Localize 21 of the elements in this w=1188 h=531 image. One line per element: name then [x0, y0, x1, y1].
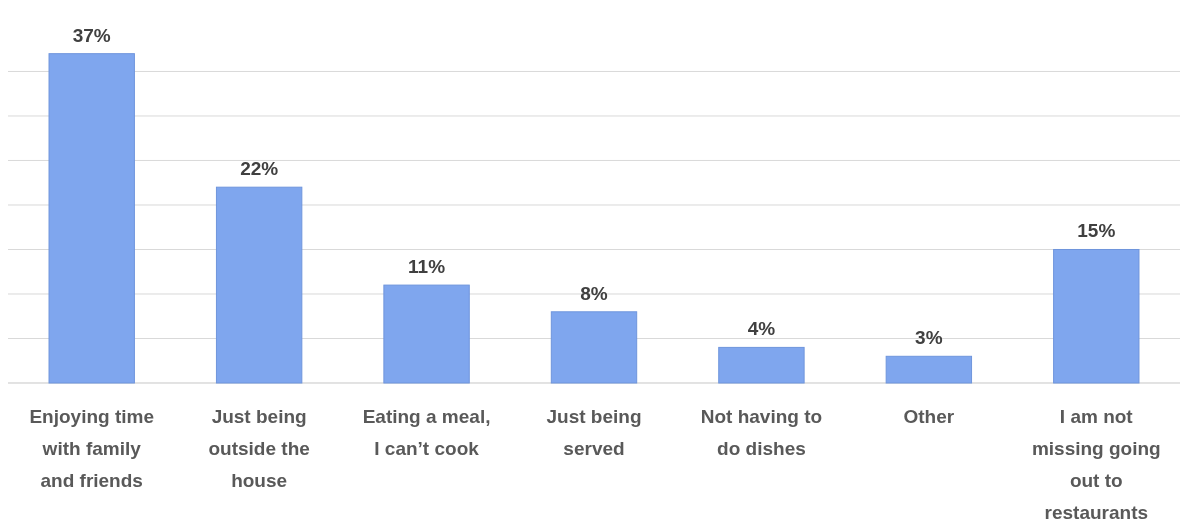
bar — [718, 346, 805, 384]
x-tick-label: Enjoying time with family and friends — [29, 406, 154, 491]
bar — [1053, 248, 1140, 384]
data-label: 4% — [747, 318, 776, 340]
data-label: 15% — [1077, 220, 1116, 242]
data-label: 22% — [240, 158, 279, 180]
data-label: 3% — [915, 327, 943, 349]
data-label: 8% — [580, 282, 608, 304]
x-tick-label: Eating a meal, I can’t cook — [362, 406, 491, 459]
x-tick-label: Not having to do dishes — [700, 406, 823, 459]
data-label: 11% — [408, 256, 446, 278]
x-tick-label: Just being outside the house — [208, 406, 310, 491]
bar — [215, 186, 303, 384]
bar — [550, 311, 638, 384]
bar — [885, 355, 973, 384]
x-tick-label: I am not missing going out to restaurants — [1031, 406, 1161, 523]
x-tick-label: Other — [903, 406, 955, 427]
bar — [48, 53, 135, 384]
x-tick-label: Just being served — [546, 406, 642, 459]
data-label: 37% — [72, 24, 111, 46]
bar — [383, 284, 470, 384]
